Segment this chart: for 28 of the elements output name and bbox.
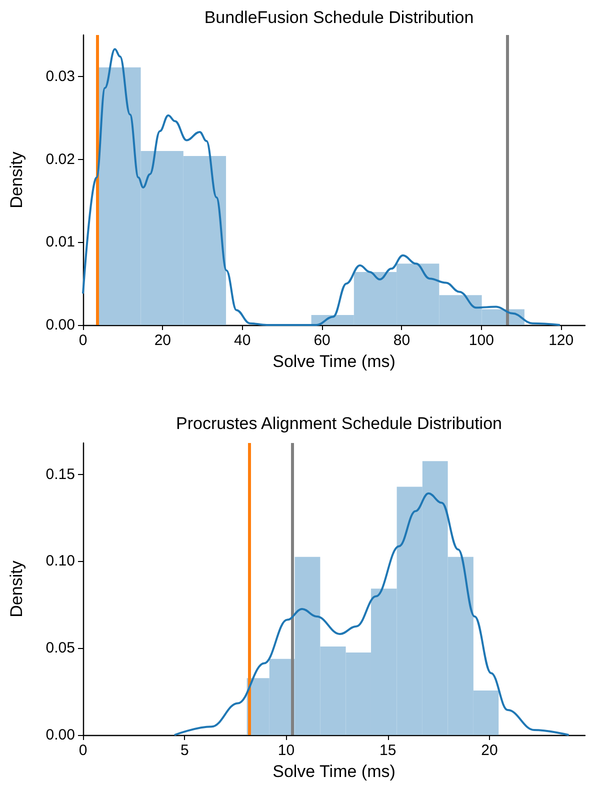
x-tick-label: 60 bbox=[314, 332, 330, 349]
x-tick-label: 0 bbox=[78, 332, 88, 349]
y-tick-label: 0.02 bbox=[46, 150, 75, 168]
chart-title: Procrustes Alignment Schedule Distribution bbox=[176, 414, 502, 433]
line-series bbox=[82, 48, 561, 326]
y-tick-label: 0.15 bbox=[46, 466, 75, 483]
x-tick-label: 100 bbox=[468, 332, 494, 349]
y-tick-label: 0.01 bbox=[46, 234, 75, 251]
y-tick-label: 0.10 bbox=[46, 552, 75, 570]
line-series bbox=[173, 492, 570, 736]
y-tick-label: 0.00 bbox=[46, 726, 75, 744]
y-tick-label: 0.05 bbox=[46, 640, 75, 657]
x-tick-label: 5 bbox=[180, 742, 189, 759]
y-tick-label: 0.03 bbox=[46, 68, 75, 85]
x-axis-title: Solve Time (ms) bbox=[272, 762, 396, 781]
x-tick-label: 80 bbox=[393, 332, 410, 349]
x-tick-label: 15 bbox=[380, 742, 396, 759]
x-tick-label: 20 bbox=[154, 332, 172, 349]
x-tick-label: 10 bbox=[278, 742, 295, 759]
y-axis-title: Density bbox=[7, 560, 26, 618]
chart-title: BundleFusion Schedule Distribution bbox=[204, 8, 474, 27]
x-tick-label: 20 bbox=[481, 742, 498, 759]
y-tick-label: 0.00 bbox=[46, 316, 75, 334]
x-tick-label: 120 bbox=[548, 332, 574, 349]
y-axis-title: Density bbox=[7, 151, 26, 208]
x-tick-label: 40 bbox=[234, 332, 251, 349]
x-tick-label: 0 bbox=[78, 742, 88, 759]
x-axis-title: Solve Time (ms) bbox=[272, 352, 396, 371]
